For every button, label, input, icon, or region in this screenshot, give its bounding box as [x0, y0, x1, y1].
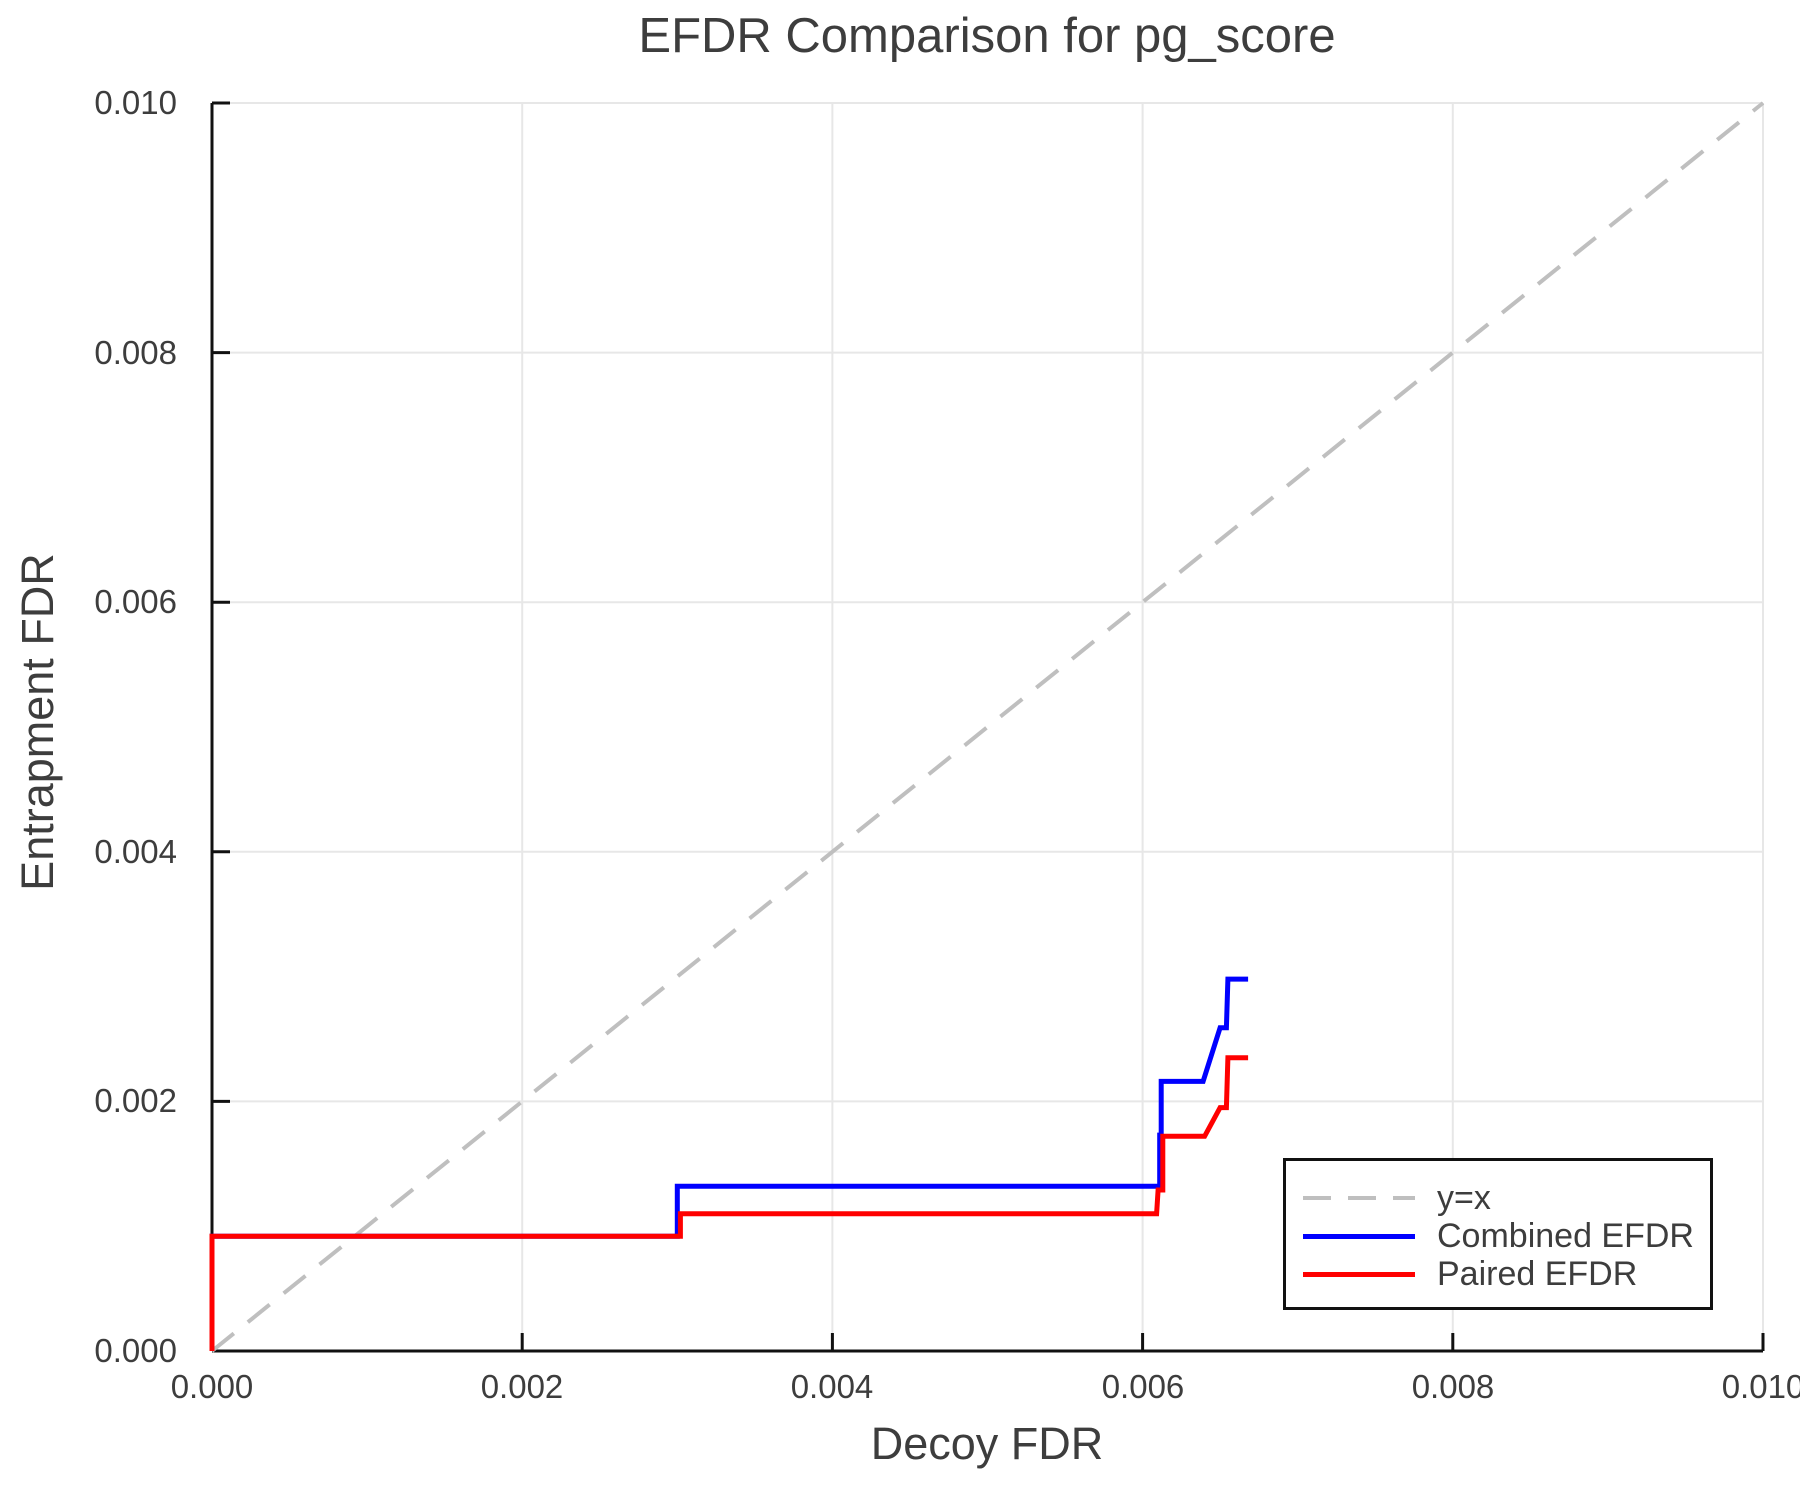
y-tick-label: 0.006 [94, 583, 177, 620]
series-line-combined-efdr [209, 976, 1249, 1351]
x-tick-label: 0.004 [790, 1368, 874, 1405]
y-tick-label: 0.002 [94, 1082, 177, 1119]
legend-label: Combined EFDR [1437, 1217, 1694, 1255]
chart-title: EFDR Comparison for pg_score [638, 9, 1336, 63]
x-tick-label: 0.010 [1721, 1368, 1800, 1405]
y-tick-label: 0.010 [94, 84, 177, 121]
dashed-line-sample [1303, 1196, 1415, 1200]
x-tick-label: 0.002 [480, 1368, 564, 1405]
red-line-sample [1303, 1271, 1415, 1277]
legend: y=x Combined EFDR Paired EFDR [1283, 1158, 1713, 1310]
x-tick-label: 0.008 [1411, 1368, 1495, 1405]
legend-item-combined-efdr: Combined EFDR [1303, 1217, 1710, 1255]
legend-item-paired-efdr: Paired EFDR [1303, 1255, 1710, 1293]
y-tick-label: 0.008 [94, 334, 177, 371]
legend-label: y=x [1437, 1179, 1491, 1217]
blue-line-sample [1303, 1233, 1415, 1239]
legend-label: Paired EFDR [1437, 1255, 1638, 1293]
x-tick-label: 0.000 [170, 1368, 254, 1405]
x-tick-label: 0.006 [1101, 1368, 1185, 1405]
series-line-y-x [210, 101, 1765, 1353]
legend-item-yx: y=x [1303, 1179, 1710, 1217]
y-tick-label: 0.000 [94, 1332, 177, 1369]
y-tick-label: 0.004 [94, 833, 177, 870]
series-line-paired-efdr [209, 1055, 1249, 1351]
x-axis-label: Decoy FDR [870, 1418, 1104, 1469]
